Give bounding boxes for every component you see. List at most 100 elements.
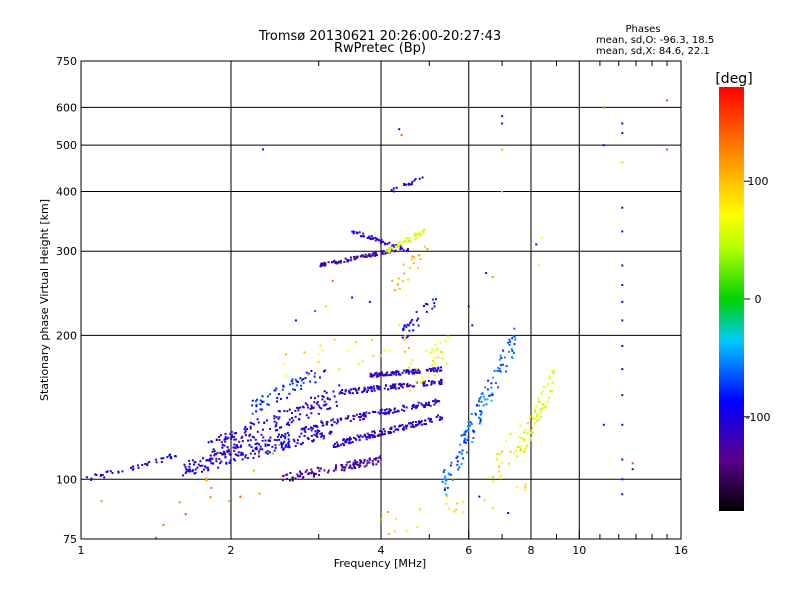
data-point [311, 427, 314, 430]
data-point [388, 373, 391, 376]
data-point [425, 350, 428, 353]
data-point [300, 379, 303, 382]
data-point [304, 376, 307, 379]
data-point [431, 368, 434, 371]
data-point [365, 464, 368, 467]
data-point [392, 248, 395, 251]
data-point [366, 432, 369, 435]
data-point [291, 417, 294, 419]
data-point [236, 454, 239, 457]
data-point [277, 417, 280, 420]
data-point [540, 236, 543, 239]
data-point [372, 354, 375, 357]
data-point [400, 385, 403, 388]
data-point [366, 391, 368, 393]
data-point [95, 474, 98, 476]
data-point [445, 502, 448, 505]
data-point [210, 462, 213, 465]
data-point [201, 464, 204, 467]
data-point [383, 433, 386, 436]
data-point [249, 452, 252, 455]
data-point [423, 379, 425, 382]
data-point [282, 435, 285, 438]
data-point [446, 486, 449, 489]
data-point [296, 439, 299, 442]
data-point [349, 420, 352, 422]
data-point [335, 261, 338, 264]
data-point [542, 402, 545, 405]
data-point [419, 508, 422, 511]
data-point [443, 489, 446, 491]
data-point [341, 392, 344, 394]
data-point [318, 474, 320, 477]
data-point [259, 399, 262, 402]
data-point [404, 240, 407, 243]
data-point [334, 442, 337, 445]
data-point [282, 363, 285, 366]
data-point [479, 417, 482, 420]
data-point [199, 460, 202, 463]
data-point [390, 371, 393, 374]
data-point [404, 350, 406, 353]
data-point [444, 475, 447, 478]
data-point [237, 454, 240, 457]
data-point [148, 461, 151, 463]
data-point [420, 420, 423, 423]
data-point [393, 425, 396, 428]
data-point [191, 470, 194, 473]
data-point [411, 359, 414, 362]
data-point [498, 369, 501, 372]
data-point [433, 382, 436, 385]
data-point [534, 405, 537, 408]
data-point [392, 373, 395, 376]
data-point [415, 406, 417, 409]
data-point [375, 463, 378, 466]
data-point [254, 447, 257, 450]
data-point [233, 459, 236, 462]
data-point [477, 400, 480, 403]
data-point [631, 462, 634, 465]
data-point [259, 448, 262, 451]
data-point [324, 404, 327, 407]
data-point [266, 419, 268, 422]
data-point [229, 459, 232, 462]
data-point [273, 389, 276, 392]
data-point [368, 457, 371, 460]
data-point [321, 264, 324, 267]
data-point [411, 407, 413, 410]
data-point [299, 377, 302, 380]
data-point [344, 389, 347, 392]
data-point [224, 432, 227, 435]
data-point [243, 431, 246, 434]
data-point [404, 335, 407, 338]
data-point [280, 397, 282, 400]
data-point [132, 467, 135, 470]
data-point [235, 444, 238, 447]
data-point [244, 454, 247, 457]
data-point [466, 425, 469, 428]
data-point [232, 458, 235, 461]
data-point [379, 388, 382, 391]
data-point [449, 473, 452, 476]
data-point [496, 458, 499, 461]
data-point [505, 365, 508, 368]
data-point [341, 389, 344, 391]
data-point [414, 232, 417, 235]
data-point [363, 389, 366, 392]
data-point [241, 458, 244, 461]
data-point [335, 466, 337, 469]
data-point [344, 441, 347, 444]
data-point [492, 475, 494, 478]
data-point [282, 442, 285, 445]
data-point [193, 472, 196, 475]
data-point [305, 414, 308, 417]
data-point [462, 433, 465, 436]
data-point [311, 470, 314, 473]
data-point [415, 404, 418, 407]
data-point [210, 457, 213, 460]
data-point [340, 417, 343, 420]
data-point [240, 444, 243, 447]
data-point [447, 472, 450, 475]
data-point [324, 305, 327, 308]
data-point [440, 382, 443, 385]
